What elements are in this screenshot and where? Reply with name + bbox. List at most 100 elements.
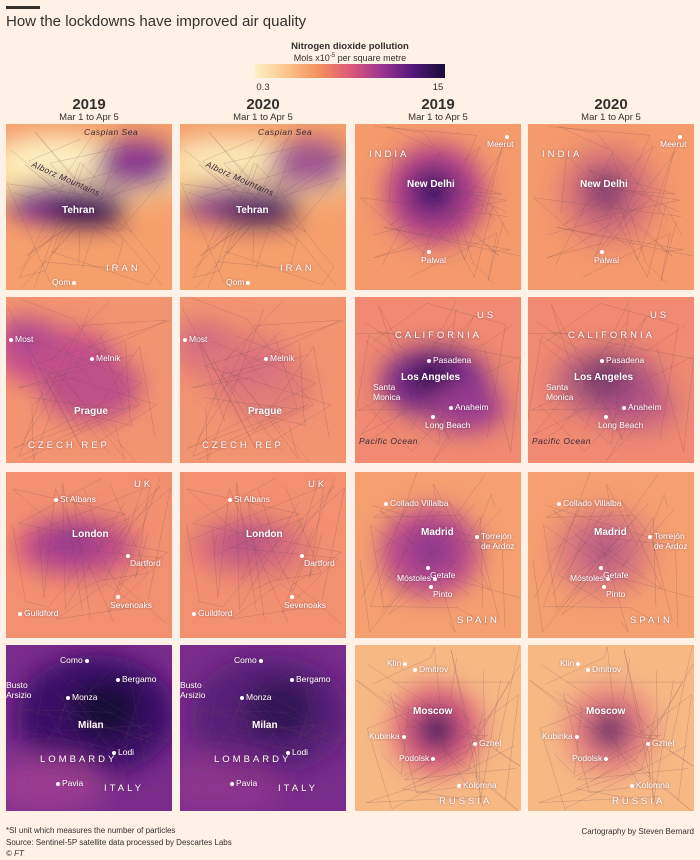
road [300,646,333,804]
column-year: 2020 [594,96,628,113]
country-label: UK [308,479,328,490]
town-dot [246,281,250,285]
road [7,307,82,448]
road [209,132,337,286]
road [13,340,143,449]
town-dot [286,751,290,755]
road [528,679,692,811]
road [183,149,298,269]
road [562,146,654,229]
road [393,681,511,783]
town-dot [586,668,590,672]
road [606,366,659,461]
town-dot [630,784,634,788]
road [370,472,489,625]
town-label: Monza [246,692,272,702]
road [203,320,345,442]
road [546,150,677,256]
town-label: Pinto [433,589,453,599]
city-label: London [72,529,109,540]
road [579,680,674,803]
town-label: St Albans [60,494,96,504]
town-label: Santa Monica [373,382,401,402]
town-label: Pinto [606,589,626,599]
road [203,724,302,778]
road [382,152,495,285]
pollution-spot [6,755,106,811]
pollution [180,655,346,811]
city-label: Milan [252,720,278,731]
road [551,301,630,431]
map-panel: Collado Villalba Madrid Torrejón de Ardoz M… [528,472,694,638]
road [531,340,620,411]
road [61,646,168,746]
road [6,183,104,289]
town-label: Bergamo [122,674,157,684]
road [555,152,668,285]
country-label: LOMBARDY [214,754,292,765]
road [548,510,614,603]
town-dot [116,595,120,599]
town-label: Klin [560,658,575,668]
pollution [565,685,655,775]
town-label: Torrejón de Ardoz [654,531,688,551]
road [532,473,659,633]
town-label: Most [15,334,34,344]
road [533,500,635,599]
town-dot [384,502,388,506]
road [196,655,312,791]
pollution-spot [598,718,622,742]
source: Source: Sentinel-5P satellite data proce… [6,838,232,847]
country-label: CZECH REP [202,440,284,451]
road [257,487,346,600]
map-image [180,645,346,811]
road [576,694,692,800]
town-dot [240,696,244,700]
map-panel: UK St Albans London Dartford Sevenoaks Guildf… [180,472,346,638]
map-panel: Caspian Sea Alborz Mountains Tehran Qom IRAN [180,124,346,290]
road [389,692,468,793]
road [66,485,161,581]
road [41,319,167,407]
road [20,668,107,807]
map-panel: Most Melnik Prague CZECH REP [180,297,346,463]
town-dot [90,357,94,361]
road [187,177,340,232]
town-dot [606,577,610,581]
country-label: CZECH REP [28,440,110,451]
road [223,145,304,264]
road [560,154,673,257]
town-dot [449,406,453,410]
town-dot [473,742,477,746]
road [25,653,154,793]
road [254,486,322,590]
place-label: Caspian Sea [84,127,139,137]
town-label: Santa Monica [546,382,574,402]
road [380,503,461,614]
credit: Cartography by Steven Bernard [581,827,694,836]
road [231,702,327,760]
road [607,145,676,261]
town-dot [433,577,437,581]
map-image [6,472,172,638]
road [547,126,651,217]
road [18,354,134,389]
road [364,321,481,425]
road [47,335,119,453]
road [35,132,163,286]
town-dot [290,678,294,682]
town-dot [602,585,606,589]
road [388,525,521,615]
pollution [392,685,482,775]
town-dot [228,498,232,502]
road [18,477,168,586]
town-dot [678,135,682,139]
town-label: Kolomna [463,780,497,790]
map-image [6,124,172,290]
town-dot [505,135,509,139]
road [433,366,486,461]
legend-unit: Mols x10-5 per square metre [200,53,500,63]
road [448,509,502,608]
pollution-spot [598,382,678,432]
